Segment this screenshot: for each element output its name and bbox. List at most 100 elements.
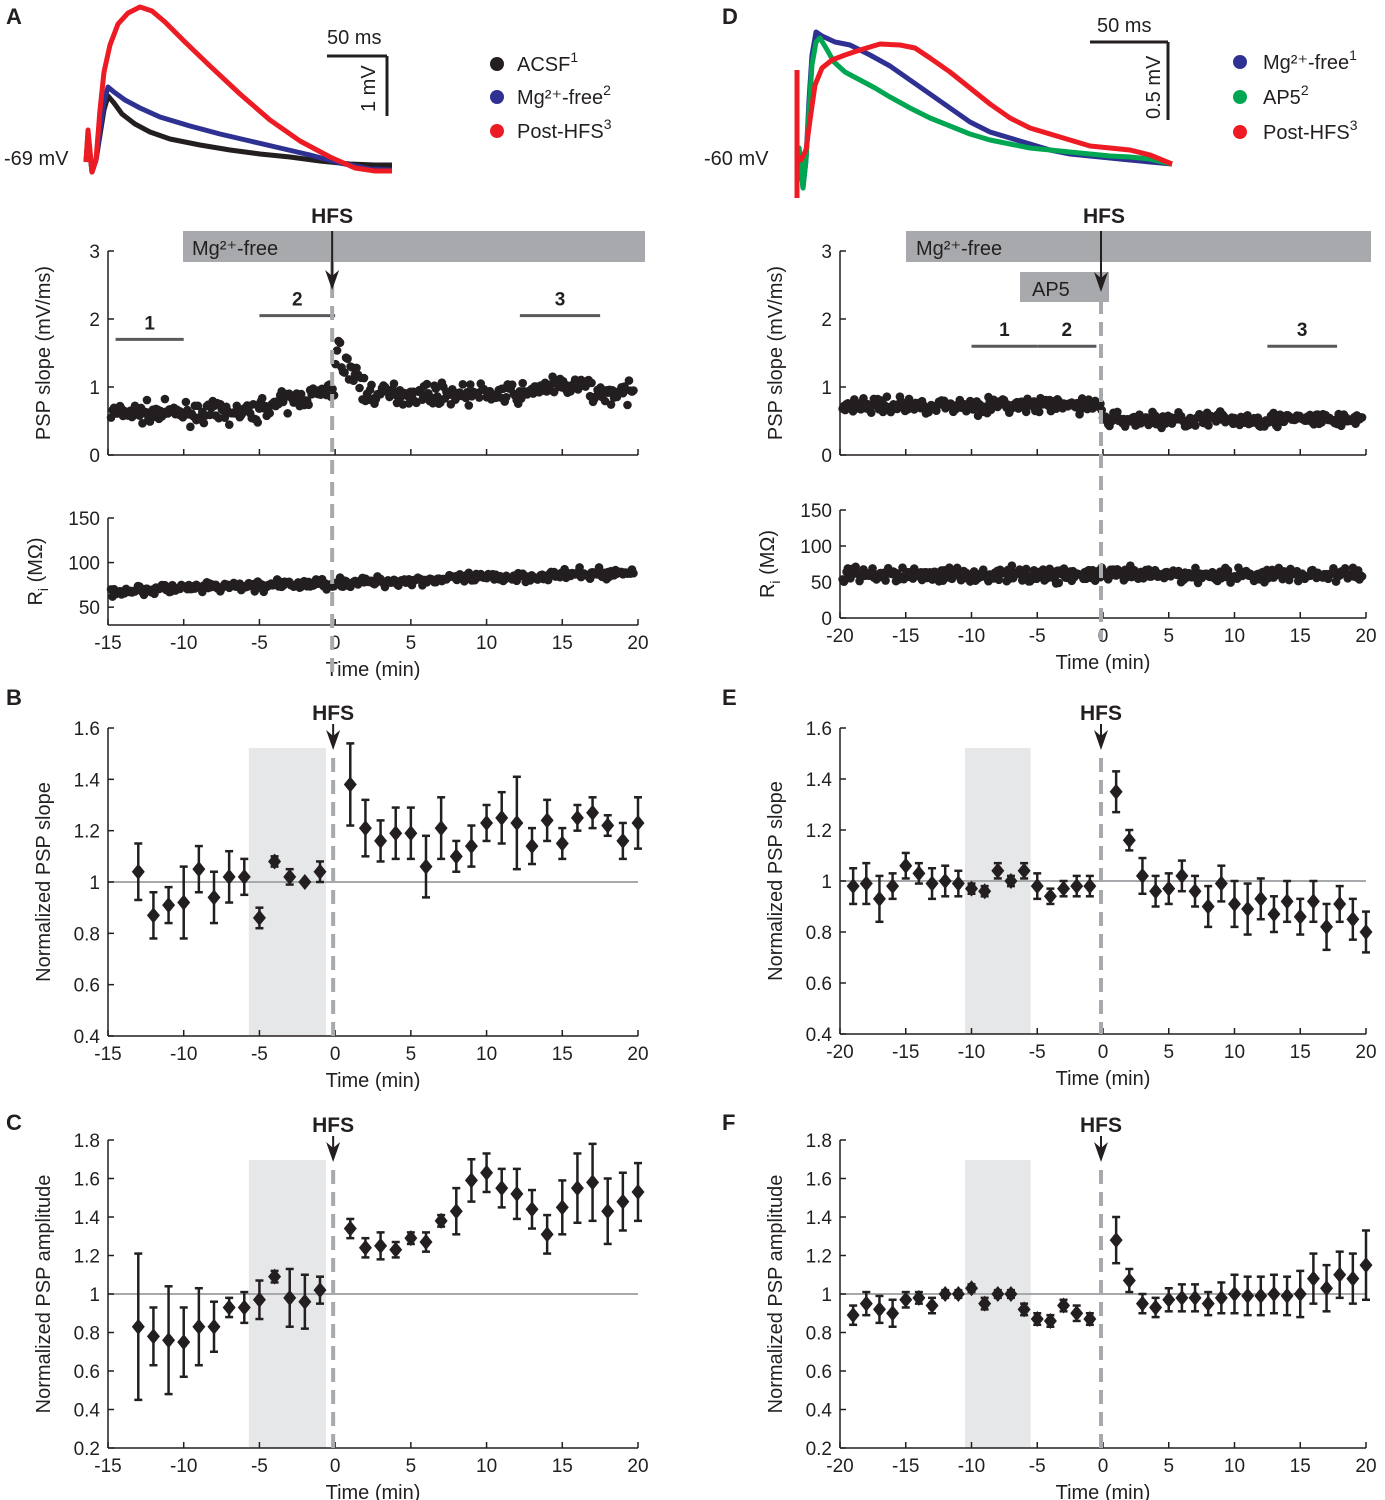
data-point xyxy=(1162,1291,1176,1308)
data-point xyxy=(193,401,203,411)
data-point xyxy=(340,368,349,377)
data-point xyxy=(1004,1286,1018,1302)
data-point xyxy=(207,1318,221,1335)
y-tick-label-C: 1.8 xyxy=(74,1131,100,1152)
data-point xyxy=(1306,893,1320,910)
axes-C: 0.2 0.4 0.6 0.8 1 1.2 1.4 1.6 1.8 -15 -10 -5 0 5 10 15 2… xyxy=(33,1131,649,1500)
data-point xyxy=(1293,1286,1307,1302)
y-axis-label-B: Normalized PSP slope xyxy=(33,782,55,982)
data-point xyxy=(142,395,152,405)
data-point xyxy=(466,380,475,389)
data-point xyxy=(1188,883,1202,900)
x-tick-label-D_ri: 15 xyxy=(1290,626,1311,647)
legend-d-sup-3: 3 xyxy=(1350,117,1358,133)
legend-d-dot-1 xyxy=(1233,55,1247,69)
data-point xyxy=(186,422,195,432)
data-point xyxy=(1280,1287,1294,1304)
mg-free-label-d: Mg²⁺-free xyxy=(916,238,1002,260)
y-tick-label-E: 1.6 xyxy=(806,719,832,740)
y-tick-label-F: 0.2 xyxy=(806,1439,832,1460)
data-point xyxy=(510,814,524,831)
trace-d-post-hfs xyxy=(794,41,1173,198)
legend-a-item-3: Post-HFS3 xyxy=(490,116,612,143)
data-point xyxy=(501,392,511,402)
data-point xyxy=(886,878,900,895)
x-tick-label-F: 20 xyxy=(1355,1456,1376,1477)
legend-a-item-2: Mg²⁺-free2 xyxy=(490,82,611,109)
data-point xyxy=(1241,901,1255,918)
x-tick-label-A_ri: -10 xyxy=(170,633,197,654)
scale-time-d: 50 ms xyxy=(1097,15,1151,37)
y-tick-label-E: 0.4 xyxy=(806,1025,833,1046)
y-tick-label-A_slope: 3 xyxy=(89,242,100,263)
data-point xyxy=(419,1234,433,1251)
data-point xyxy=(624,376,634,385)
data-point xyxy=(1043,1312,1057,1329)
data-point xyxy=(1254,1287,1268,1304)
x-tick-label-A_ri: 0 xyxy=(330,633,341,654)
legend-d-item-2: AP52 xyxy=(1233,82,1309,109)
data-point xyxy=(374,832,388,849)
data-point xyxy=(570,1180,584,1197)
x-tick-label-A_ri: -5 xyxy=(251,633,268,654)
data-point xyxy=(207,889,221,906)
scatter-points-A_ri xyxy=(106,563,638,601)
data-point xyxy=(237,868,251,885)
svg-text:Mg²⁺-free2: Mg²⁺-free2 xyxy=(517,82,611,109)
data-point xyxy=(1346,1270,1360,1287)
hfs-label-B: HFS xyxy=(312,702,354,725)
error-series-C xyxy=(131,1142,645,1402)
hfs-arrow-B xyxy=(326,724,341,750)
data-point xyxy=(951,1286,965,1302)
x-tick-label-E: 15 xyxy=(1290,1042,1311,1063)
x-tick-label-C: 5 xyxy=(406,1456,417,1477)
data-point xyxy=(352,363,361,373)
data-point xyxy=(881,576,890,585)
x-tick-label-F: 10 xyxy=(1224,1456,1245,1477)
hfs-label-E: HFS xyxy=(1080,702,1122,725)
panel-label-b: B xyxy=(6,685,22,710)
data-point xyxy=(222,1299,236,1316)
data-point xyxy=(464,1172,478,1189)
axes-D_slope: 0 1 2 3 PSP slope (mV/ms) xyxy=(765,242,1367,467)
legend-a-item-1: ACSF1 xyxy=(490,49,578,76)
y-tick-label-F: 1.2 xyxy=(806,1247,832,1268)
data-point xyxy=(343,354,352,363)
y-axis-label-D_slope: PSP slope (mV/ms) xyxy=(765,266,787,440)
x-tick-label-B: 15 xyxy=(552,1044,573,1065)
y-tick-label-D_ri: 100 xyxy=(800,537,832,558)
data-point xyxy=(1113,407,1122,417)
x-tick-label-E: 10 xyxy=(1224,1042,1245,1063)
data-point xyxy=(1357,413,1367,422)
y-tick-label-A_slope: 1 xyxy=(89,378,100,399)
data-point xyxy=(872,1301,886,1318)
y-tick-label-D_slope: 1 xyxy=(821,378,832,399)
data-point xyxy=(1175,1289,1189,1306)
ap5-bar-d xyxy=(1020,272,1109,302)
panel-label-d: D xyxy=(722,4,738,29)
y-tick-label-F: 0.8 xyxy=(806,1324,832,1345)
data-point xyxy=(629,568,638,578)
legend-d-sup-2: 2 xyxy=(1301,82,1309,98)
x-tick-label-C: -5 xyxy=(251,1456,268,1477)
x-tick-label-A_ri: 5 xyxy=(406,633,417,654)
segment-label-a-2: 2 xyxy=(292,290,303,311)
data-point xyxy=(631,814,645,831)
data-point xyxy=(1070,1305,1084,1322)
x-tick-label-D_ri: 20 xyxy=(1355,626,1376,647)
data-point xyxy=(1201,1295,1215,1312)
x-tick-label-B: -5 xyxy=(251,1044,268,1065)
data-point xyxy=(367,380,376,390)
x-axis-label-F: Time (min) xyxy=(1056,1482,1151,1500)
data-point xyxy=(991,862,1005,879)
data-point xyxy=(1004,873,1018,889)
y-tick-label-B: 0.6 xyxy=(74,976,100,997)
x-tick-label-D_ri: -20 xyxy=(826,626,853,647)
data-point xyxy=(525,1201,539,1218)
segment-label-d-1: 1 xyxy=(999,320,1010,341)
data-point xyxy=(359,373,369,383)
y-tick-label-B: 1.4 xyxy=(74,770,101,791)
y-tick-label-E: 1.2 xyxy=(806,821,832,842)
y-axis-label-F: Normalized PSP amplitude xyxy=(765,1175,787,1414)
